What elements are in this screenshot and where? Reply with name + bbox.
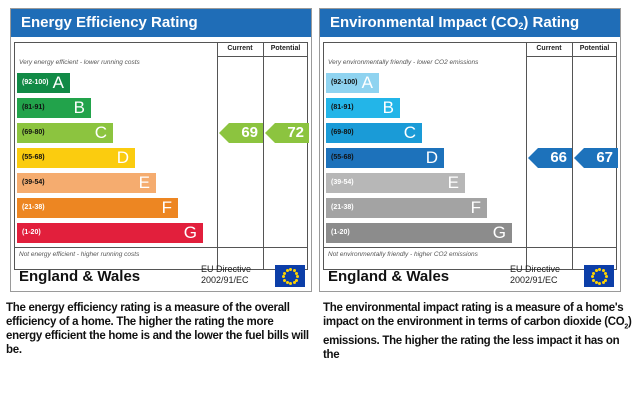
directive-line-2: 2002/91/EC <box>201 275 249 285</box>
environmental-impact-panel: Environmental Impact (CO2) Rating Curren… <box>319 8 621 292</box>
potential-column-header: Potential <box>579 45 610 52</box>
band-letter: E <box>447 173 459 192</box>
energy-rating-chart: Current Potential Very energy efficient … <box>14 42 309 270</box>
band-g: (1-20) G <box>326 223 512 243</box>
band-b: (81-91) B <box>326 98 400 118</box>
env-description: The environmental impact rating is a mea… <box>323 302 632 362</box>
band-letter: C <box>403 123 416 142</box>
current-score-value: 66 <box>550 149 567 166</box>
eu-flag-icon <box>275 265 305 287</box>
energy-description: The energy efficiency rating is a measur… <box>6 302 309 356</box>
band-a: (92-100) A <box>17 73 70 93</box>
band-letter: G <box>183 223 197 242</box>
band-range: (39-54) <box>331 179 354 186</box>
band-letter: A <box>361 73 373 92</box>
band-range: (21-38) <box>22 204 45 211</box>
band-letter: G <box>492 223 506 242</box>
band-letter: D <box>425 148 438 167</box>
top-note: Very energy efficient - lower running co… <box>19 59 140 66</box>
band-f: (21-38) F <box>17 198 178 218</box>
band-c: (69-80) C <box>326 123 422 143</box>
footer-country: England & Wales <box>328 268 450 285</box>
band-f: (21-38) F <box>326 198 487 218</box>
band-range: (69-80) <box>331 129 354 136</box>
band-range: (69-80) <box>22 129 45 136</box>
band-letter: B <box>382 98 394 117</box>
directive-line-2: 2002/91/EC <box>510 275 558 285</box>
band-letter: E <box>138 173 150 192</box>
current-score-arrow: 66 <box>528 148 572 168</box>
bottom-note: Not energy efficient - higher running co… <box>19 251 140 258</box>
band-g: (1-20) G <box>17 223 203 243</box>
band-range: (1-20) <box>331 229 350 236</box>
eu-directive: EU Directive 2002/91/EC <box>510 264 560 286</box>
band-b: (81-91) B <box>17 98 91 118</box>
potential-score-value: 72 <box>287 124 304 141</box>
band-e: (39-54) E <box>17 173 156 193</box>
band-letter: D <box>116 148 129 167</box>
directive-line-1: EU Directive <box>201 264 252 274</box>
band-range: (55-68) <box>331 154 354 161</box>
footer-country: England & Wales <box>19 268 141 285</box>
band-d: (55-68) D <box>17 148 135 168</box>
band-letter: C <box>94 123 107 142</box>
band-range: (1-20) <box>22 229 41 236</box>
band-range: (92-100) <box>22 79 49 86</box>
band-range: (21-38) <box>331 204 354 211</box>
current-score-arrow: 69 <box>219 123 263 143</box>
energy-panel-title: Energy Efficiency Rating <box>11 9 311 37</box>
env-panel-title: Environmental Impact (CO2) Rating <box>320 9 620 37</box>
bottom-note: Not environmentally friendly - higher CO… <box>328 251 478 258</box>
band-c: (69-80) C <box>17 123 113 143</box>
eu-flag-icon <box>584 265 614 287</box>
current-column-header: Current <box>227 45 253 52</box>
directive-line-1: EU Directive <box>510 264 561 274</box>
eu-directive: EU Directive 2002/91/EC <box>201 264 251 286</box>
potential-score-value: 67 <box>596 149 613 166</box>
band-letter: A <box>52 73 64 92</box>
band-e: (39-54) E <box>326 173 465 193</box>
band-a: (92-100) A <box>326 73 379 93</box>
band-range: (55-68) <box>22 154 45 161</box>
band-d: (55-68) D <box>326 148 444 168</box>
band-range: (81-91) <box>22 104 45 111</box>
band-letter: F <box>470 198 481 217</box>
top-note: Very environmentally friendly - lower CO… <box>328 59 479 66</box>
band-range: (39-54) <box>22 179 45 186</box>
band-letter: B <box>73 98 85 117</box>
potential-score-arrow: 67 <box>574 148 618 168</box>
potential-score-arrow: 72 <box>265 123 309 143</box>
current-column-header: Current <box>536 45 562 52</box>
env-rating-chart: Current Potential Very environmentally f… <box>323 42 618 270</box>
band-range: (81-91) <box>331 104 354 111</box>
energy-efficiency-panel: Energy Efficiency Rating Current Potenti… <box>10 8 312 292</box>
current-score-value: 69 <box>241 124 258 141</box>
potential-column-header: Potential <box>270 45 301 52</box>
band-range: (92-100) <box>331 79 358 86</box>
band-letter: F <box>161 198 172 217</box>
